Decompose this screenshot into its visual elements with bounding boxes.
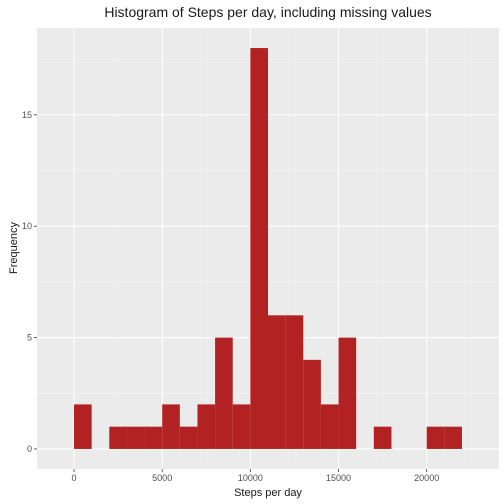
x-tick-label: 10000 [238,473,263,483]
histogram-bar [126,426,145,449]
histogram-bar [162,404,180,449]
histogram-bar [373,426,392,449]
x-tick-label: 5000 [152,473,172,483]
histogram-bar [268,315,286,449]
x-axis-ticks: 0 5000 10000 15000 20000 [72,469,439,483]
x-axis-title: Steps per day [234,487,302,499]
histogram-bar [109,426,127,449]
histogram-bar [215,337,233,449]
y-tick-label: 15 [22,110,32,120]
histogram-bar [444,426,462,449]
histogram-bar [285,315,304,449]
histogram-bars [74,48,462,449]
histogram-bar [179,426,198,449]
y-axis-ticks: 0 5 10 15 [22,110,37,454]
histogram-bar [232,404,251,449]
histogram-bar [320,404,339,449]
histogram-bar [144,426,163,449]
histogram-bar [303,359,321,449]
x-tick-label: 20000 [414,473,439,483]
major-gridlines [37,28,499,469]
chart-title: Histogram of Steps per day, including mi… [104,4,431,20]
histogram-bar [338,337,357,449]
histogram-bar [74,404,92,449]
x-tick-label: 0 [72,473,77,483]
y-tick-label: 0 [27,444,32,454]
histogram-bar [250,48,268,449]
y-tick-label: 10 [22,221,32,231]
x-tick-label: 15000 [326,473,351,483]
histogram-bar [426,426,445,449]
histogram-bar [197,404,216,449]
y-axis-title: Frequency [8,222,20,274]
y-tick-label: 5 [27,333,32,343]
